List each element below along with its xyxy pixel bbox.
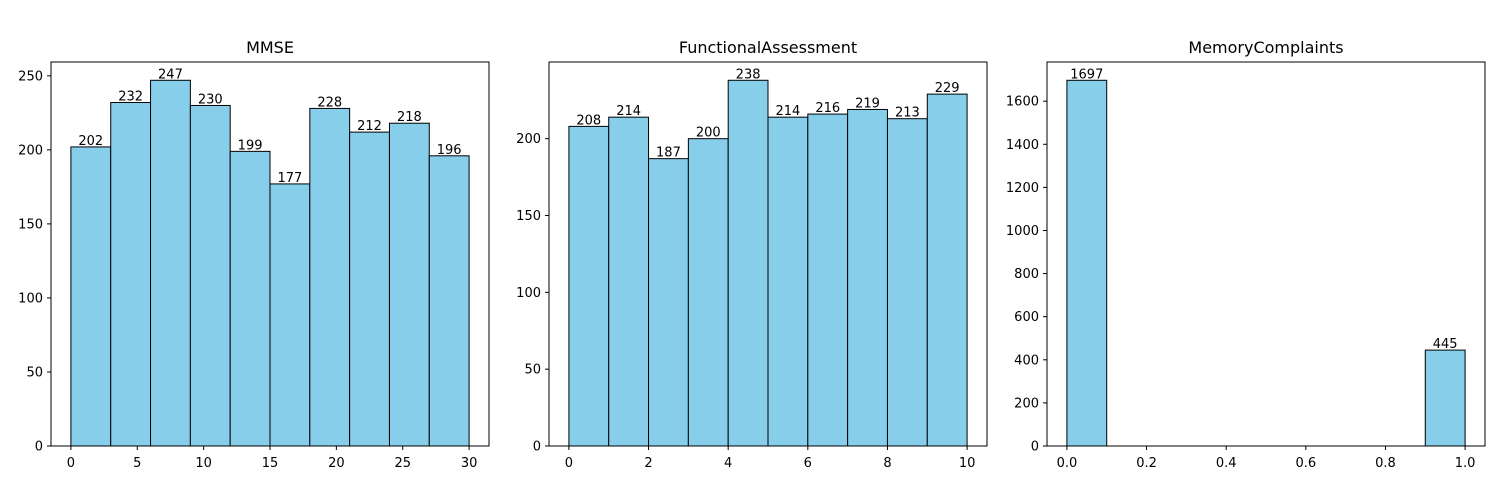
bar-value-label: 212: [357, 119, 382, 134]
histogram-bar: [727, 79, 769, 447]
x-tick-label: 30: [461, 456, 478, 471]
histogram-bar: [150, 79, 191, 447]
x-tick-label: 10: [195, 456, 212, 471]
bar-value-label: 214: [775, 104, 800, 119]
histogram-panel-2: MemoryComplaints 1697 445 0.0 0.2 0.4 0.6 0.8 1.…: [1006, 38, 1486, 471]
bar-value-label: 230: [198, 92, 223, 107]
bar-value-label: 208: [576, 113, 601, 128]
bar-value-label: 232: [118, 89, 143, 104]
x-tick-label: 2: [644, 456, 652, 471]
x-tick-label: 0: [67, 456, 75, 471]
bar-value-label: 213: [895, 106, 920, 121]
bar-value-label: 214: [616, 104, 641, 119]
y-tick-label: 200: [516, 132, 541, 147]
x-tick-label: 0.4: [1216, 456, 1237, 471]
y-tick-label: 1400: [1006, 138, 1039, 153]
bar-value-label: 228: [317, 95, 342, 110]
bar-value-label: 218: [397, 110, 422, 125]
x-tick-label: 20: [328, 456, 345, 471]
y-tick-label: 50: [26, 365, 43, 380]
histogram-bar: [189, 104, 231, 447]
histogram-bar: [807, 113, 849, 447]
histogram-bar: [229, 150, 271, 447]
histogram-bar: [886, 118, 928, 447]
y-tick-label: 0: [35, 440, 43, 455]
y-tick-label: 200: [18, 143, 43, 158]
histogram-bar: [648, 158, 689, 447]
axes-frame: [1046, 61, 1486, 447]
histogram-bar: [926, 93, 968, 447]
histogram-bar: [269, 183, 311, 447]
bar-value-label: 177: [277, 171, 302, 186]
y-tick-label: 200: [1014, 396, 1039, 411]
y-tick-label: 1200: [1006, 181, 1039, 196]
bar-value-label: 200: [696, 126, 721, 141]
y-tick-label: 400: [1014, 353, 1039, 368]
x-tick-label: 1.0: [1455, 456, 1476, 471]
y-tick-label: 150: [18, 217, 43, 232]
histogram-bar: [847, 108, 888, 447]
y-tick-label: 100: [516, 286, 541, 301]
x-tick-label: 0.0: [1057, 456, 1078, 471]
histogram-bar: [608, 116, 650, 447]
y-tick-label: 50: [524, 363, 541, 378]
bar-value-label: 238: [736, 67, 761, 82]
bar-value-label: 219: [855, 96, 880, 111]
chart-title: MMSE: [246, 38, 294, 57]
x-tick-label: 15: [262, 456, 279, 471]
bar-value-label: 196: [437, 143, 462, 158]
y-tick-label: 800: [1014, 267, 1039, 282]
x-tick-label: 25: [394, 456, 411, 471]
histogram-panel-0: MMSE 202 232 247 230 199 177 228 212 218 196 0 5 10 15…: [18, 38, 490, 471]
x-tick-label: 0: [565, 456, 573, 471]
x-tick-label: 5: [133, 456, 141, 471]
chart-title: MemoryComplaints: [1188, 38, 1343, 57]
y-tick-label: 0: [1031, 440, 1039, 455]
histogram-bar: [70, 146, 112, 447]
histogram-bar: [568, 125, 610, 447]
bar-value-label: 199: [238, 138, 263, 153]
bar-value-label: 187: [656, 146, 681, 161]
bar-value-label: 247: [158, 67, 183, 82]
histogram-bar: [388, 122, 430, 447]
bar-value-label: 445: [1433, 337, 1458, 352]
bar-value-label: 202: [78, 134, 103, 149]
x-tick-label: 6: [804, 456, 812, 471]
x-tick-label: 4: [724, 456, 732, 471]
y-tick-label: 1600: [1006, 95, 1039, 110]
x-tick-label: 0.6: [1295, 456, 1316, 471]
x-tick-label: 0.8: [1375, 456, 1396, 471]
histogram-bar: [687, 138, 729, 447]
x-tick-label: 0.2: [1136, 456, 1157, 471]
x-tick-label: 10: [959, 456, 976, 471]
histogram-bar: [767, 116, 809, 447]
bar-value-label: 229: [935, 81, 960, 96]
y-tick-label: 1000: [1006, 224, 1039, 239]
histogram-bar: [349, 131, 390, 447]
y-tick-label: 600: [1014, 310, 1039, 325]
bar-value-label: 1697: [1070, 67, 1103, 82]
y-tick-label: 150: [516, 209, 541, 224]
y-tick-label: 100: [18, 291, 43, 306]
histogram-bar: [110, 101, 152, 447]
histogram-bar: [1424, 349, 1466, 447]
histogram-bar: [1066, 79, 1108, 447]
histogram-bar: [309, 107, 351, 447]
y-tick-label: 250: [18, 69, 43, 84]
histogram-bar: [428, 155, 470, 447]
bar-value-label: 216: [815, 101, 840, 116]
x-tick-label: 8: [883, 456, 891, 471]
y-tick-label: 0: [533, 440, 541, 455]
axes-frame: [548, 61, 988, 447]
chart-title: FunctionalAssessment: [679, 38, 857, 57]
